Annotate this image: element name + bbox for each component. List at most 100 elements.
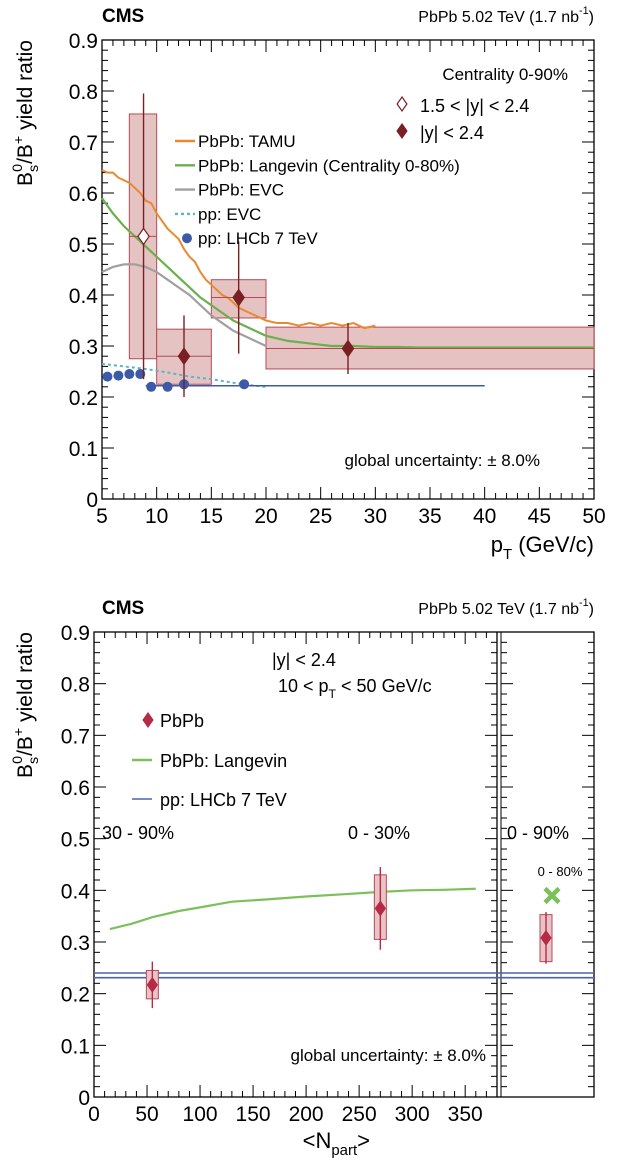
tamu-curve — [101, 169, 376, 330]
forward-point — [137, 227, 150, 246]
legend-label-line: PbPb: Langevin (Centrality 0-80%) — [198, 156, 460, 175]
cms-label-top: CMS — [102, 6, 144, 27]
y-axis-label-bottom: Bs0/B+ yield ratio — [10, 632, 42, 778]
centrality-text-top: Centrality 0-90% — [442, 65, 568, 84]
lhcb-point-top — [162, 381, 173, 392]
legend-marker-line — [182, 233, 192, 244]
y-tick-label-top: 0.6 — [69, 183, 98, 206]
lhcb-point-top — [135, 369, 146, 380]
y-tick-label-bottom: 0.2 — [61, 984, 90, 1007]
y-tick-label-bottom: 0.7 — [61, 725, 90, 748]
x-tick-label-bottom: 100 — [183, 1103, 218, 1126]
central-point — [177, 347, 191, 366]
pbpb-point — [374, 900, 386, 917]
energy-label-bottom-part-2: ) — [589, 601, 594, 618]
plot-frame-bottom — [93, 631, 595, 1098]
centrality-label-integrated: 0 - 90% — [507, 823, 569, 843]
x-axis-label-bottom-part-1: part — [331, 1142, 358, 1159]
y-tick-label-bottom: 0.3 — [61, 932, 90, 955]
x-tick-label-top: 5 — [96, 505, 108, 528]
energy-label-top-part-0: PbPb 5.02 TeV (1.7 nb — [418, 9, 579, 26]
legend-label-langevin: PbPb: Langevin — [160, 751, 287, 771]
x-axis-label-top-part-2: (GeV/c) — [512, 532, 594, 557]
x-tick-label-bottom: 250 — [342, 1103, 377, 1126]
langevin-curve-bottom — [109, 887, 476, 931]
rapidity-text: |y| < 2.4 — [272, 650, 336, 670]
central-point — [232, 288, 245, 307]
y-tick-label-top: 0.9 — [69, 30, 98, 53]
legend-label-pbpb: PbPb — [160, 711, 204, 731]
x-tick-label-top: 35 — [418, 505, 441, 528]
legend-label-central: |y| < 2.4 — [420, 123, 484, 143]
legend-label-line: pp: EVC — [198, 205, 261, 224]
y-axis-label-top-part-5: yield ratio — [14, 40, 37, 136]
y-axis-label-top-part-0: B — [14, 172, 37, 186]
pbpb-point — [146, 976, 158, 993]
y-axis-label-bottom-part-4: + — [11, 728, 27, 736]
y-tick-label-bottom: 0.4 — [61, 880, 91, 903]
energy-label-top-part-1: -1 — [579, 5, 589, 17]
energy-label-top: PbPb 5.02 TeV (1.7 nb-1) — [418, 5, 594, 26]
centrality-label-peripheral: 30 - 90% — [102, 823, 174, 843]
y-tick-label-bottom: 0.9 — [61, 622, 90, 645]
legend-label-lhcb: pp: LHCb 7 TeV — [160, 790, 287, 810]
x-tick-label-top: 30 — [364, 505, 387, 528]
y-axis-label-top-part-1: s — [26, 165, 42, 172]
langevin-curve-top — [101, 197, 594, 349]
y-tick-label-top: 0.8 — [69, 81, 98, 104]
y-axis-label-bottom-part-2: 0 — [10, 756, 26, 764]
centrality-label-central: 0 - 30% — [348, 823, 410, 843]
x-axis-label-bottom-part-0: <N — [303, 1128, 332, 1153]
y-tick-label-top: 0.4 — [69, 285, 99, 308]
energy-label-bottom: PbPb 5.02 TeV (1.7 nb-1) — [418, 597, 594, 618]
x-axis-label-top: pT (GeV/c) — [491, 532, 594, 563]
x-tick-label-top: 15 — [200, 505, 223, 528]
y-axis-label-bottom-part-3: /B — [14, 736, 37, 756]
y-tick-label-top: 0.3 — [69, 336, 98, 359]
y-tick-label-bottom: 0.6 — [61, 777, 90, 800]
legend-marker-pbpb — [142, 711, 154, 729]
y-tick-label-top: 0.2 — [69, 387, 98, 410]
global-uncertainty-top: global uncertainty: ± 8.0% — [345, 451, 541, 470]
x-axis-label-top-part-0: p — [491, 532, 503, 557]
x-tick-label-bottom: 350 — [448, 1103, 483, 1126]
y-axis-label-top: Bs0/B+ yield ratio — [10, 40, 42, 186]
lhcb-point-top — [102, 371, 113, 382]
legend-label-line: PbPb: EVC — [198, 181, 284, 200]
cms-label-bottom: CMS — [102, 598, 144, 619]
y-tick-label-bottom: 0.5 — [61, 829, 90, 852]
plot-frame-top — [101, 39, 595, 500]
y-tick-label-bottom: 0.8 — [61, 674, 90, 697]
y-tick-label-bottom: 0 — [78, 1087, 90, 1110]
y-tick-label-top: 0.5 — [69, 234, 98, 257]
x-tick-label-top: 10 — [145, 505, 168, 528]
pt-range-text-part-2: < 50 GeV/c — [336, 676, 432, 696]
y-tick-label-bottom: 0.1 — [61, 1035, 90, 1058]
x-tick-label-bottom: 50 — [135, 1103, 158, 1126]
energy-label-top-part-2: ) — [589, 9, 594, 26]
y-axis-label-bottom-part-5: yield ratio — [14, 632, 37, 728]
x-tick-label-bottom: 200 — [289, 1103, 324, 1126]
lhcb-point-top — [124, 369, 135, 380]
x-tick-label-top: 25 — [309, 505, 332, 528]
central-point — [341, 339, 355, 358]
x-tick-label-bottom: 300 — [395, 1103, 430, 1126]
x-axis-label-top-part-1: T — [503, 546, 512, 563]
legend-marker-forward — [396, 95, 408, 113]
lhcb-point-top — [239, 379, 250, 390]
y-axis-label-bottom-part-0: B — [14, 764, 37, 778]
legend-label-line: pp: LHCb 7 TeV — [198, 229, 318, 248]
x-axis-label-bottom-part-2: > — [357, 1128, 370, 1153]
y-axis-label-top-part-3: /B — [14, 144, 37, 164]
x-tick-label-top: 45 — [528, 505, 551, 528]
x-tick-label-bottom: 150 — [236, 1103, 271, 1126]
x-tick-label-top: 50 — [582, 505, 605, 528]
x-tick-label-bottom: 0 — [88, 1103, 100, 1126]
pt-range-text-part-1: T — [329, 687, 337, 701]
y-axis-label-bottom-part-1: s — [26, 757, 42, 764]
x-tick-label-top: 40 — [473, 505, 496, 528]
y-tick-label-top: 0.7 — [69, 132, 98, 155]
energy-label-bottom-part-0: PbPb 5.02 TeV (1.7 nb — [418, 601, 579, 618]
x-axis-label-bottom: <Npart> — [303, 1128, 370, 1159]
y-axis-label-top-part-2: 0 — [10, 164, 26, 172]
